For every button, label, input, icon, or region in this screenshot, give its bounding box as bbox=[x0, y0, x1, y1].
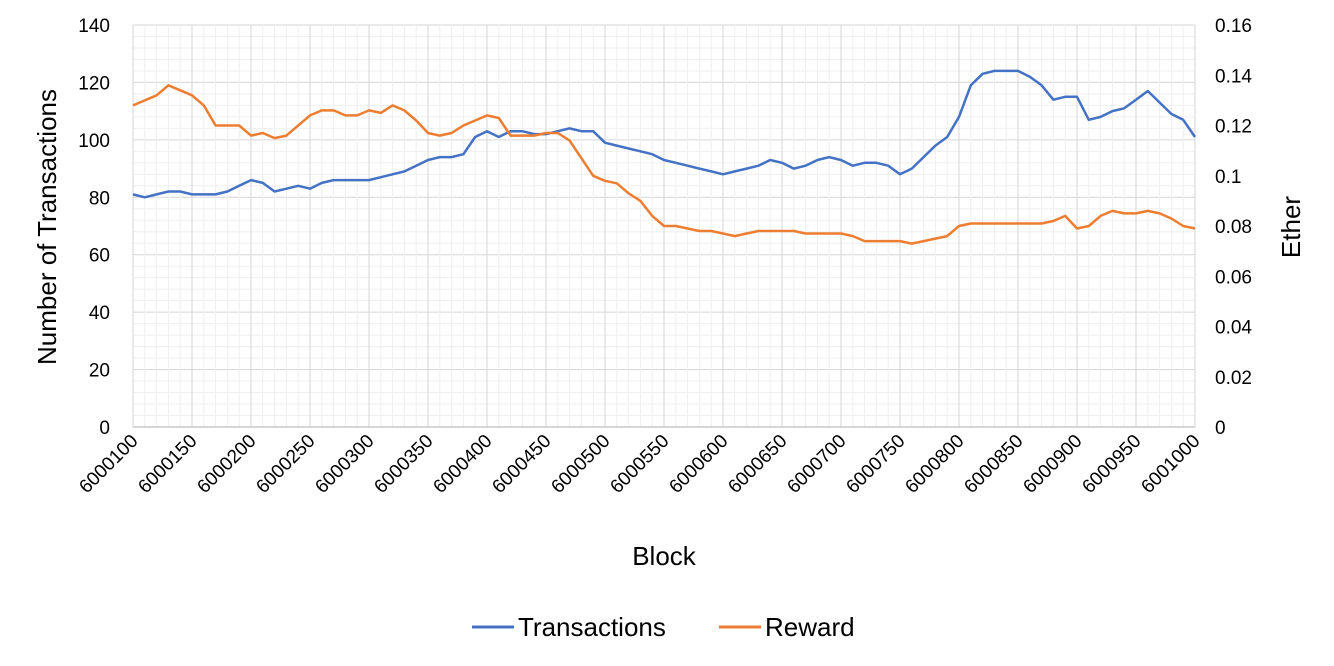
x-tick-label: 6000150 bbox=[134, 431, 201, 498]
left-axis-ticks: 0 20 40 60 80 100 120 140 bbox=[78, 16, 110, 439]
x-tick-label: 6000300 bbox=[311, 431, 378, 498]
legend: Transactions Reward bbox=[472, 612, 855, 642]
y-tick-label: 60 bbox=[89, 246, 110, 267]
y2-tick-label: 0.06 bbox=[1215, 267, 1252, 288]
x-tick-label: 6000650 bbox=[724, 431, 791, 498]
y2-axis-title: Ether bbox=[1276, 196, 1306, 258]
y-tick-label: 0 bbox=[99, 418, 110, 439]
legend-item-transactions: Transactions bbox=[472, 612, 666, 642]
series-line-transactions bbox=[132, 69, 1197, 199]
gridlines bbox=[132, 24, 1196, 428]
y2-tick-label: 0.1 bbox=[1215, 167, 1241, 188]
x-tick-label: 6000600 bbox=[665, 431, 732, 498]
x-tick-label: 6001000 bbox=[1137, 431, 1204, 498]
y2-tick-label: 0.14 bbox=[1215, 66, 1252, 87]
y-tick-label: 40 bbox=[89, 303, 110, 324]
x-tick-label: 6000800 bbox=[901, 431, 968, 498]
x-tick-label: 6000400 bbox=[429, 431, 496, 498]
y-axis-title: Number of Transactions bbox=[32, 89, 62, 365]
x-tick-label: 6000450 bbox=[488, 431, 555, 498]
x-tick-label: 6000550 bbox=[606, 431, 673, 498]
x-tick-label: 6000250 bbox=[252, 431, 319, 498]
x-tick-label: 6000350 bbox=[370, 431, 437, 498]
y2-tick-label: 0.16 bbox=[1215, 16, 1252, 37]
legend-label-reward: Reward bbox=[765, 612, 855, 642]
x-tick-label: 6000900 bbox=[1019, 431, 1086, 498]
x-tick-label: 6000950 bbox=[1078, 431, 1145, 498]
y2-tick-label: 0.02 bbox=[1215, 368, 1252, 389]
right-axis-ticks: 0 0.02 0.04 0.06 0.08 0.1 0.12 0.14 0.16 bbox=[1215, 16, 1252, 439]
legend-item-reward: Reward bbox=[719, 612, 855, 642]
y2-tick-label: 0 bbox=[1215, 418, 1226, 439]
series-line-reward bbox=[132, 84, 1196, 245]
x-tick-label: 6000100 bbox=[75, 431, 142, 498]
x-axis-title: Block bbox=[632, 541, 697, 571]
legend-label-transactions: Transactions bbox=[518, 612, 666, 642]
y-tick-label: 100 bbox=[78, 131, 110, 152]
x-tick-label: 6000850 bbox=[960, 431, 1027, 498]
y-tick-label: 20 bbox=[89, 361, 110, 382]
x-tick-label: 6000700 bbox=[783, 431, 850, 498]
y-tick-label: 80 bbox=[89, 188, 110, 209]
y2-tick-label: 0.12 bbox=[1215, 117, 1252, 138]
y2-tick-label: 0.04 bbox=[1215, 318, 1252, 339]
x-tick-label: 6000500 bbox=[547, 431, 614, 498]
y2-tick-label: 0.08 bbox=[1215, 217, 1252, 238]
y-tick-label: 140 bbox=[78, 16, 110, 37]
series-lines bbox=[132, 69, 1197, 245]
x-tick-label: 6000200 bbox=[193, 431, 260, 498]
y-tick-label: 120 bbox=[78, 73, 110, 94]
x-tick-label: 6000750 bbox=[842, 431, 909, 498]
x-axis-ticks: 6000100600015060002006000250600030060003… bbox=[75, 431, 1204, 498]
